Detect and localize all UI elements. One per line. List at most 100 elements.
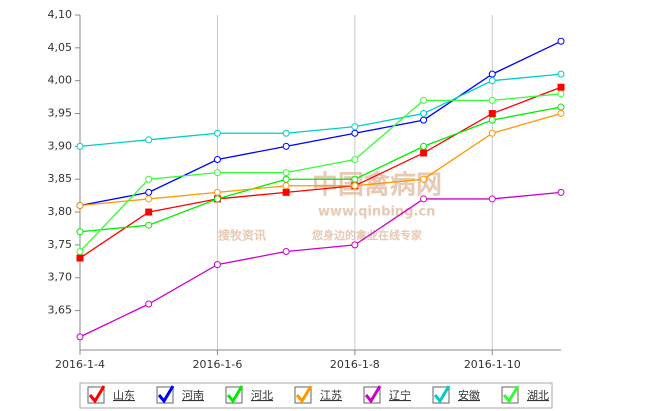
series-line xyxy=(79,73,562,148)
marker xyxy=(145,195,153,203)
series-line xyxy=(79,191,562,338)
marker xyxy=(76,333,84,341)
marker xyxy=(488,77,496,85)
series-line xyxy=(79,40,562,207)
x-tick-label: 2016-1-6 xyxy=(192,358,242,371)
marker xyxy=(145,136,153,144)
legend-label[interactable]: 山东 xyxy=(113,389,135,402)
legend-label[interactable]: 安徽 xyxy=(458,388,480,402)
y-tick-label: 4,10 xyxy=(48,8,73,21)
marker xyxy=(213,195,221,203)
legend-check xyxy=(226,385,244,404)
marker xyxy=(351,182,359,190)
legend-box xyxy=(79,382,553,409)
marker xyxy=(145,175,153,183)
marker xyxy=(282,182,290,190)
x-tick-label: 2016-1-10 xyxy=(464,358,521,371)
marker xyxy=(76,228,84,236)
marker xyxy=(76,142,84,150)
marker xyxy=(420,175,428,183)
marker xyxy=(488,195,496,203)
y-tick-label: 3,90 xyxy=(48,139,73,152)
watermark-url: www.qinbing.cn xyxy=(318,205,435,220)
watermark-brand: 搜牧资讯 xyxy=(218,228,266,243)
legend-check xyxy=(502,385,520,404)
y-tick-label: 3,95 xyxy=(48,107,73,120)
legend-item[interactable]: 河北 xyxy=(225,385,273,404)
legend-item[interactable]: 辽宁 xyxy=(363,385,411,404)
y-tick-label: 3,70 xyxy=(48,271,73,284)
marker xyxy=(420,110,428,118)
marker xyxy=(282,247,290,255)
marker xyxy=(213,129,221,137)
legend-label[interactable]: 河北 xyxy=(251,389,273,402)
marker xyxy=(557,110,565,118)
marker xyxy=(420,149,428,157)
series-line xyxy=(79,93,562,252)
marker xyxy=(145,208,153,216)
marker xyxy=(420,195,428,203)
marker xyxy=(282,188,290,196)
marker xyxy=(213,188,221,196)
marker xyxy=(420,96,428,104)
marker xyxy=(488,96,496,104)
marker xyxy=(213,261,221,269)
marker xyxy=(557,103,565,111)
marker xyxy=(145,300,153,308)
x-tick-label: 2016-1-8 xyxy=(330,358,380,371)
legend-check xyxy=(157,385,175,404)
watermark-slogan: 您身边的禽业在线专家 xyxy=(312,228,423,242)
marker xyxy=(351,156,359,164)
marker xyxy=(420,142,428,150)
marker xyxy=(557,188,565,196)
marker xyxy=(76,254,84,262)
legend-item[interactable]: 湖北 xyxy=(501,385,549,404)
marker xyxy=(557,37,565,45)
marker xyxy=(488,110,496,118)
marker xyxy=(557,90,565,98)
marker xyxy=(213,169,221,177)
y-tick-label: 3,65 xyxy=(48,304,73,317)
legend-label[interactable]: 辽宁 xyxy=(389,388,411,402)
marker xyxy=(76,247,84,255)
y-tick-label: 4,05 xyxy=(48,41,73,54)
legend-item[interactable]: 江苏 xyxy=(294,385,342,404)
series-line xyxy=(79,106,562,233)
marker xyxy=(420,116,428,124)
y-tick-label: 4,00 xyxy=(48,74,73,87)
y-tick-label: 3,85 xyxy=(48,172,73,185)
marker xyxy=(351,123,359,131)
legend-check xyxy=(295,385,313,404)
marker xyxy=(213,156,221,164)
marker xyxy=(351,129,359,137)
marker xyxy=(351,241,359,249)
marker xyxy=(145,188,153,196)
legend-check xyxy=(433,385,451,404)
x-tick-label: 2016-1-4 xyxy=(55,358,105,371)
legend-item[interactable]: 山东 xyxy=(87,385,135,404)
marker xyxy=(351,175,359,183)
legend-check xyxy=(364,385,382,404)
marker xyxy=(282,142,290,150)
marker xyxy=(282,169,290,177)
legend-label[interactable]: 江苏 xyxy=(320,389,342,402)
marker xyxy=(76,201,84,209)
marker xyxy=(557,70,565,78)
legend-label[interactable]: 河南 xyxy=(182,389,204,402)
marker xyxy=(282,129,290,137)
y-tick-label: 3,75 xyxy=(48,238,73,251)
y-tick-label: 3,80 xyxy=(48,205,73,218)
marker xyxy=(488,129,496,137)
marker xyxy=(557,83,565,91)
legend-item[interactable]: 安徽 xyxy=(432,385,480,404)
legend-check xyxy=(88,385,106,404)
marker xyxy=(488,116,496,124)
marker xyxy=(488,70,496,78)
marker xyxy=(282,175,290,183)
legend-item[interactable]: 河南 xyxy=(156,385,204,404)
series-line xyxy=(79,112,562,207)
marker xyxy=(145,221,153,229)
legend-label[interactable]: 湖北 xyxy=(527,389,549,402)
